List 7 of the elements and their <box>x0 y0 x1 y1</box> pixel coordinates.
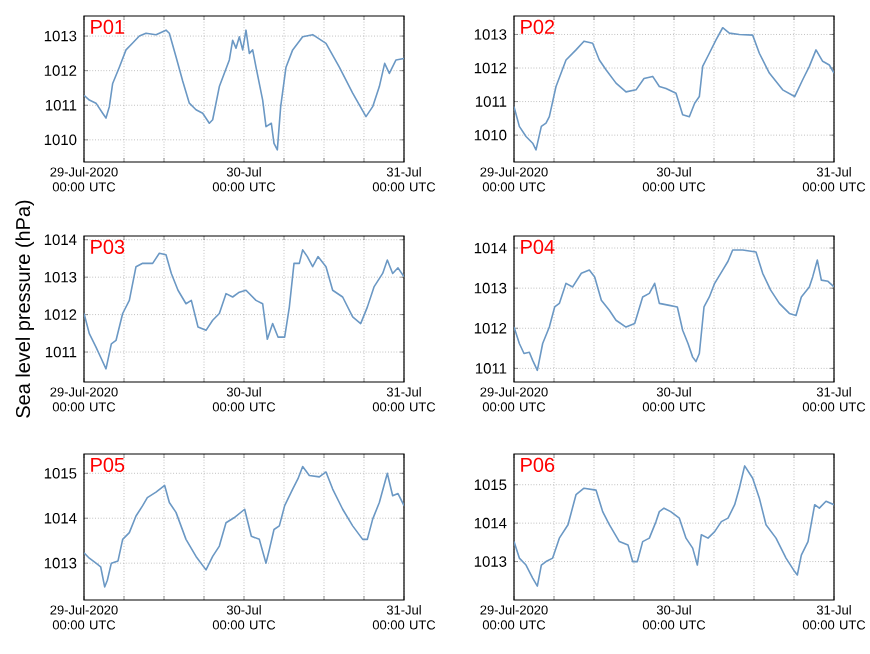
chart-title: P02 <box>521 19 555 34</box>
chart-title: P03 <box>91 239 125 254</box>
y-axis-title: Sea level pressure (hPa) <box>15 200 35 418</box>
chart-title: P06 <box>521 457 555 472</box>
chart-title: P01 <box>91 19 125 34</box>
chart-title: P05 <box>91 457 125 472</box>
chart-title: P04 <box>521 239 555 254</box>
